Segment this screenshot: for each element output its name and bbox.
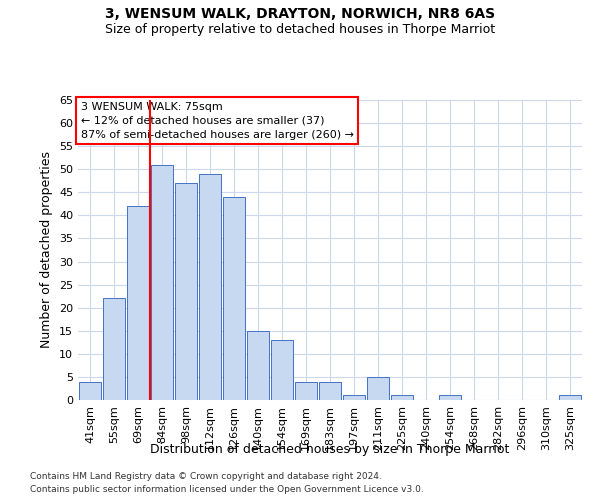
Bar bbox=[343, 396, 365, 400]
Bar bbox=[247, 331, 269, 400]
Bar bbox=[151, 164, 173, 400]
Text: Contains public sector information licensed under the Open Government Licence v3: Contains public sector information licen… bbox=[30, 485, 424, 494]
Text: Distribution of detached houses by size in Thorpe Marriot: Distribution of detached houses by size … bbox=[151, 442, 509, 456]
Bar bbox=[319, 382, 341, 400]
Bar bbox=[439, 396, 461, 400]
Bar bbox=[559, 396, 581, 400]
Bar bbox=[271, 340, 293, 400]
Text: 3, WENSUM WALK, DRAYTON, NORWICH, NR8 6AS: 3, WENSUM WALK, DRAYTON, NORWICH, NR8 6A… bbox=[105, 8, 495, 22]
Bar bbox=[295, 382, 317, 400]
Bar bbox=[79, 382, 101, 400]
Text: Size of property relative to detached houses in Thorpe Marriot: Size of property relative to detached ho… bbox=[105, 22, 495, 36]
Bar bbox=[103, 298, 125, 400]
Bar bbox=[127, 206, 149, 400]
Bar bbox=[367, 377, 389, 400]
Text: Contains HM Land Registry data © Crown copyright and database right 2024.: Contains HM Land Registry data © Crown c… bbox=[30, 472, 382, 481]
Bar bbox=[199, 174, 221, 400]
Bar bbox=[223, 197, 245, 400]
Bar bbox=[391, 396, 413, 400]
Bar bbox=[175, 183, 197, 400]
Text: 3 WENSUM WALK: 75sqm
← 12% of detached houses are smaller (37)
87% of semi-detac: 3 WENSUM WALK: 75sqm ← 12% of detached h… bbox=[80, 102, 353, 140]
Y-axis label: Number of detached properties: Number of detached properties bbox=[40, 152, 53, 348]
